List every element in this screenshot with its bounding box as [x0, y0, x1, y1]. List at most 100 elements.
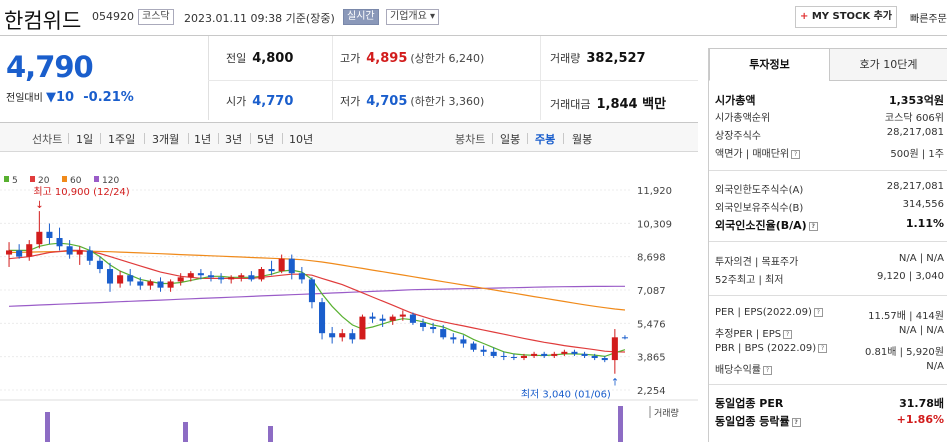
add-mystock-button[interactable]: + MY STOCK 추가 — [795, 6, 897, 28]
realtime-button[interactable]: 실시간 — [343, 9, 379, 25]
candle-body — [430, 326, 437, 330]
info-row-value: 0.81배 | 5,920원 — [864, 347, 944, 358]
company-overview-dropdown[interactable]: 기업개요 ▾ — [386, 9, 440, 25]
candle-daily[interactable]: 일봉 — [500, 133, 521, 146]
help-icon[interactable]: ? — [763, 366, 772, 375]
period-1d[interactable]: 1일 — [76, 133, 94, 146]
legend-label: 120 — [102, 176, 119, 186]
candle-body — [490, 351, 497, 356]
info-row-value: 1.11% — [905, 217, 944, 230]
volume-bar — [268, 426, 273, 442]
candle-body — [96, 260, 103, 270]
volume-label: 거래량 — [550, 52, 581, 65]
price-chart[interactable]: 11,920 10,309 8,698 7,087 5,476 3,865 2,254 5 20… — [0, 160, 698, 442]
quick-order-link[interactable]: 빠른주문 — [910, 14, 947, 25]
period-10y[interactable]: 10년 — [289, 133, 314, 146]
candle-body — [218, 277, 225, 280]
candle-body — [157, 281, 164, 288]
info-row-value: 11.57배 | 414원 — [868, 311, 944, 322]
candle-body — [319, 302, 326, 334]
candle-body — [228, 277, 235, 280]
candle-weekly[interactable]: 주봉 — [535, 133, 556, 146]
period-1w[interactable]: 1주일 — [108, 133, 136, 146]
info-row-label: PBR | BPS (2022.09)? — [715, 343, 828, 354]
help-icon[interactable]: ? — [813, 308, 823, 317]
info-row-label: 외국인소진율(B/A)? — [715, 217, 818, 233]
period-3y[interactable]: 3년 — [225, 133, 243, 146]
high-value: 4,895 — [366, 51, 408, 66]
info-row-value: 28,217,081 — [886, 181, 944, 192]
candle-body — [450, 337, 457, 340]
candle-body — [591, 355, 598, 359]
y-tick-label: 2,254 — [637, 386, 666, 397]
help-icon[interactable]: ? — [808, 222, 818, 231]
tab-order-book[interactable]: 호가 10단계 — [829, 48, 947, 81]
volume-label: 거래량 — [654, 407, 679, 419]
info-row: 액면가 | 매매단위? 500원 | 1주 — [715, 145, 947, 161]
candle-body — [86, 250, 93, 261]
y-tick-label: 5,476 — [637, 319, 666, 330]
divider — [709, 384, 947, 385]
amount-value: 1,844 백만 — [596, 97, 667, 112]
trade-amount: 거래대금 1,844 백만 — [550, 93, 666, 112]
legend-label: 5 — [12, 176, 18, 186]
low-value: 4,705 — [366, 94, 408, 109]
period-3m[interactable]: 3개월 — [152, 133, 180, 146]
help-icon[interactable]: ? — [791, 150, 801, 159]
candle-body — [147, 281, 154, 286]
candle-body — [248, 275, 255, 280]
candle-body — [611, 337, 618, 361]
candle-body — [177, 277, 184, 282]
tab-investment-info[interactable]: 투자정보 — [709, 48, 830, 81]
candle-body — [298, 273, 305, 280]
upper-limit: (상한가 6,240) — [410, 52, 485, 65]
open-label: 시가 — [226, 95, 247, 108]
candle-body — [541, 353, 548, 356]
candle-body — [308, 279, 315, 303]
help-icon[interactable]: ? — [783, 330, 793, 339]
period-1y[interactable]: 1년 — [194, 133, 212, 146]
candle-body — [551, 353, 558, 356]
candle-body — [117, 275, 124, 284]
candle-body — [187, 273, 194, 278]
volume-bar — [618, 406, 623, 442]
divider — [218, 133, 219, 144]
candle-body — [339, 333, 346, 338]
period-5y[interactable]: 5년 — [257, 133, 275, 146]
candle-body — [258, 269, 265, 280]
candle-body — [76, 250, 83, 255]
candle-body — [500, 355, 507, 357]
candle-body — [571, 351, 578, 354]
info-row-label: PER | EPS(2022.09)? — [715, 307, 823, 318]
candle-body — [359, 316, 366, 340]
candle-monthly[interactable]: 월봉 — [572, 133, 593, 146]
volume-bar — [45, 412, 50, 442]
candle-body — [379, 318, 386, 321]
volume-value: 382,527 — [586, 51, 646, 66]
info-row: 외국인소진율(B/A)? 1.11% — [715, 217, 947, 233]
divider — [709, 295, 947, 296]
candle-body — [197, 273, 204, 276]
period-toolbar: 선차트 1일 1주일 3개월 1년 3년 5년 10년 봉차트 일봉 주봉 월봉 — [0, 122, 698, 152]
info-row-value: N/A | N/A — [898, 325, 944, 336]
legend-label: 20 — [38, 176, 50, 186]
candle-body — [167, 281, 174, 288]
legend-label: 60 — [70, 176, 82, 186]
info-row: 외국인보유주식수(B) 314,556 — [715, 199, 947, 215]
info-row-value: 1,353억원 — [888, 94, 944, 107]
add-mystock-label: MY STOCK 추가 — [811, 11, 893, 22]
market-badge: 코스닥 — [138, 9, 174, 25]
candle-body — [6, 250, 13, 255]
info-row-value: 31.78배 — [899, 397, 944, 410]
stock-name: 한컴위드 — [4, 9, 82, 33]
quote-datetime: 2023.01.11 09:38 기준(장중) — [184, 12, 335, 25]
candle-body — [419, 322, 427, 327]
help-icon[interactable]: ? — [791, 418, 801, 427]
help-icon[interactable]: ? — [818, 344, 828, 353]
divider — [332, 36, 333, 120]
candle-body — [329, 333, 336, 338]
candle-body — [369, 316, 376, 319]
candle-body — [66, 246, 73, 255]
investment-panel: 투자정보 호가 10단계 시가총액 1,353억원 시가총액순위 코스닥 606위 상장… — [708, 48, 947, 442]
change-row: 전일대비 ▼10 -0.21% — [6, 89, 134, 105]
